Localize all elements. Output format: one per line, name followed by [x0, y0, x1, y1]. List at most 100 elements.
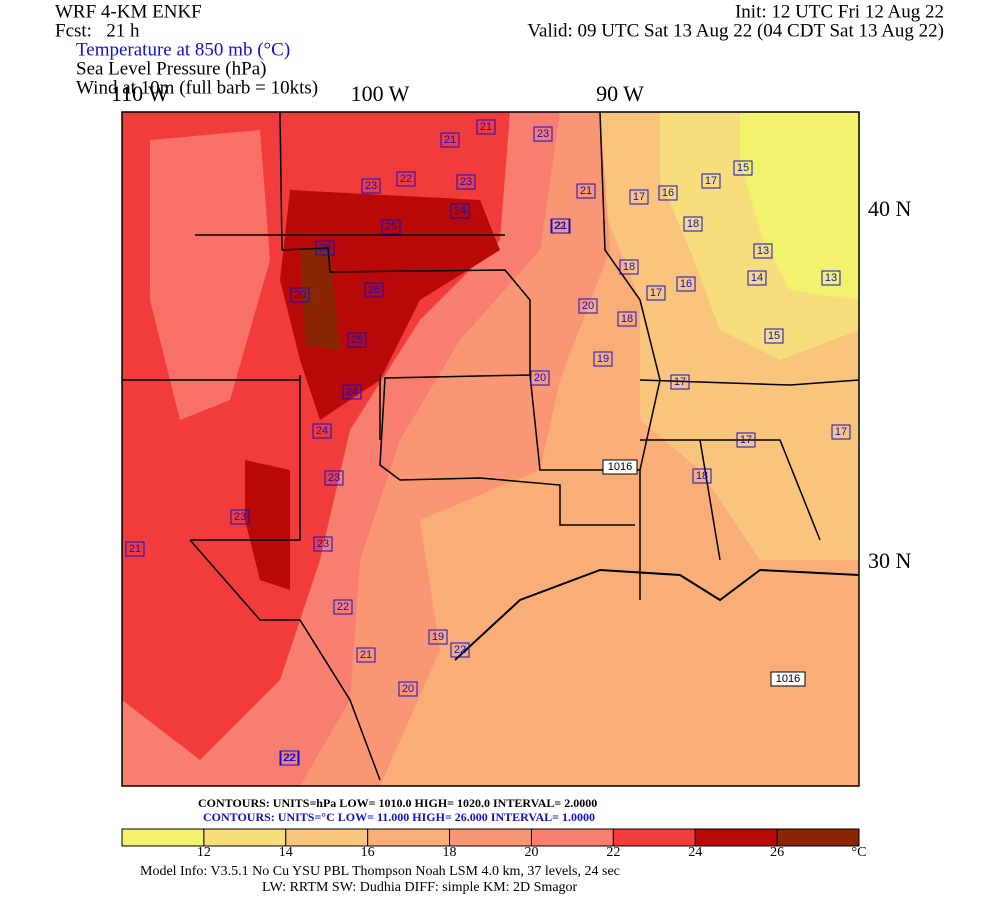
temperature-label: 20: [534, 372, 546, 384]
label-box: [315, 240, 335, 256]
temperature-label: 24: [316, 425, 328, 437]
temperature-label: 20: [582, 300, 594, 312]
temperature-label: 21: [580, 185, 592, 197]
label-box: [398, 681, 418, 697]
label-box: [658, 185, 678, 201]
colorbar-tick-label: 16: [361, 845, 375, 860]
label-box: [593, 351, 613, 367]
label-box: [396, 171, 416, 187]
temperature-label: 17: [650, 287, 662, 299]
label-box: [290, 287, 310, 303]
temperature-label: 21: [555, 220, 567, 232]
temperature-label: 23: [328, 472, 340, 484]
temperature-label: 18: [687, 218, 699, 230]
temperature-label: 24: [346, 386, 358, 398]
colorbar-box: [203, 828, 287, 847]
label-box: [753, 243, 773, 259]
physics-info: LW: RRTM SW: Dudhia DIFF: simple KM: 2D …: [262, 880, 578, 895]
field-wind: Wind at 10m (full barb = 10kts): [76, 77, 318, 98]
temperature-label: 23: [317, 538, 329, 550]
temperature-label: 20: [294, 289, 306, 301]
longitude-label: 90 W: [596, 81, 644, 106]
temperature-label: 18: [621, 313, 633, 325]
pressure-label: 1016: [776, 673, 800, 685]
label-box: [530, 370, 550, 386]
label-box: [747, 270, 767, 286]
colorbar-tick-label: 22: [606, 845, 620, 860]
label-box: [683, 216, 703, 232]
pressure-label: 1016: [608, 461, 632, 473]
label-box: [736, 432, 756, 448]
temperature-label: 23: [234, 511, 246, 523]
label-box: [364, 282, 384, 298]
latitude-label: 30 N: [868, 548, 912, 573]
label-box: [764, 328, 784, 344]
label-box: [342, 384, 362, 400]
temperature-label: 22: [400, 173, 412, 185]
model-info: Model Info: V3.5.1 No Cu YSU PBL Thompso…: [140, 864, 620, 879]
temperature-label: 25: [385, 221, 397, 233]
temperature-label: 17: [705, 175, 717, 187]
temperature-label: 21: [480, 121, 492, 133]
temperature-label: 23: [460, 176, 472, 188]
label-box: [381, 219, 401, 235]
temperature-label: 18: [623, 261, 635, 273]
temperature-label: 23: [365, 180, 377, 192]
label-box: [617, 311, 637, 327]
label-box: [476, 119, 496, 135]
temperature-label: 21: [444, 134, 456, 146]
temperature-label: 21: [360, 649, 372, 661]
colorbar-box: [530, 828, 614, 847]
colorbar-tick-label: 18: [443, 845, 457, 860]
temperature-label: 15: [768, 330, 780, 342]
temperature-label: 17: [740, 434, 752, 446]
temperature-label: 22: [283, 752, 295, 764]
colorbar-box: [612, 828, 696, 847]
temperature-label: 20: [402, 683, 414, 695]
label-box: [578, 298, 598, 314]
label-box: [770, 671, 806, 687]
map-frame: [121, 111, 860, 787]
colorbar-box: [694, 828, 778, 847]
colorbar-box: [285, 828, 369, 847]
pressure-contours: CONTOURS: UNITS=hPa LOW= 1010.0 HIGH= 10…: [198, 796, 597, 810]
temperature-label: 15: [737, 162, 749, 174]
label-box: [361, 178, 381, 194]
colorbar-box: [121, 828, 205, 847]
temperature-label: 14: [751, 272, 763, 284]
temperature-label: 17: [633, 191, 645, 203]
temperature-label: 21: [129, 543, 141, 555]
field-temperature: Temperature at 850 mb (°C): [76, 39, 290, 60]
label-box: [831, 424, 851, 440]
label-box: [533, 126, 553, 142]
label-box: [629, 189, 649, 205]
colorbar-box: [449, 828, 532, 847]
temperature-label: 18: [696, 470, 708, 482]
label-box: [313, 536, 333, 552]
label-box: [646, 285, 666, 301]
colorbar-tick-label: 12: [197, 845, 211, 860]
label-box: [676, 276, 696, 292]
temperature-label: 13: [825, 272, 837, 284]
temperature-label: 19: [432, 631, 444, 643]
temperature-label: 13: [757, 245, 769, 257]
temperature-label: 26: [368, 284, 380, 296]
temperature-field: [122, 112, 859, 786]
temperature-label: 23: [537, 128, 549, 140]
label-box: [701, 173, 721, 189]
label-box: [733, 160, 753, 176]
label-box: [619, 259, 639, 275]
temperature-label: 17: [835, 426, 847, 438]
label-box: [550, 218, 570, 234]
temperature-label: 24: [454, 205, 466, 217]
label-box: [456, 174, 476, 190]
label-box: [428, 629, 448, 645]
temperature-contours: CONTOURS: UNITS=°C LOW= 11.000 HIGH= 26.…: [203, 810, 595, 824]
latitude-label: 40 N: [868, 196, 912, 221]
label-box: [280, 750, 300, 766]
temperature-label: 22: [554, 220, 566, 232]
label-box: [692, 468, 712, 484]
temperature-label: 19: [597, 353, 609, 365]
colorbar-box: [367, 828, 451, 847]
